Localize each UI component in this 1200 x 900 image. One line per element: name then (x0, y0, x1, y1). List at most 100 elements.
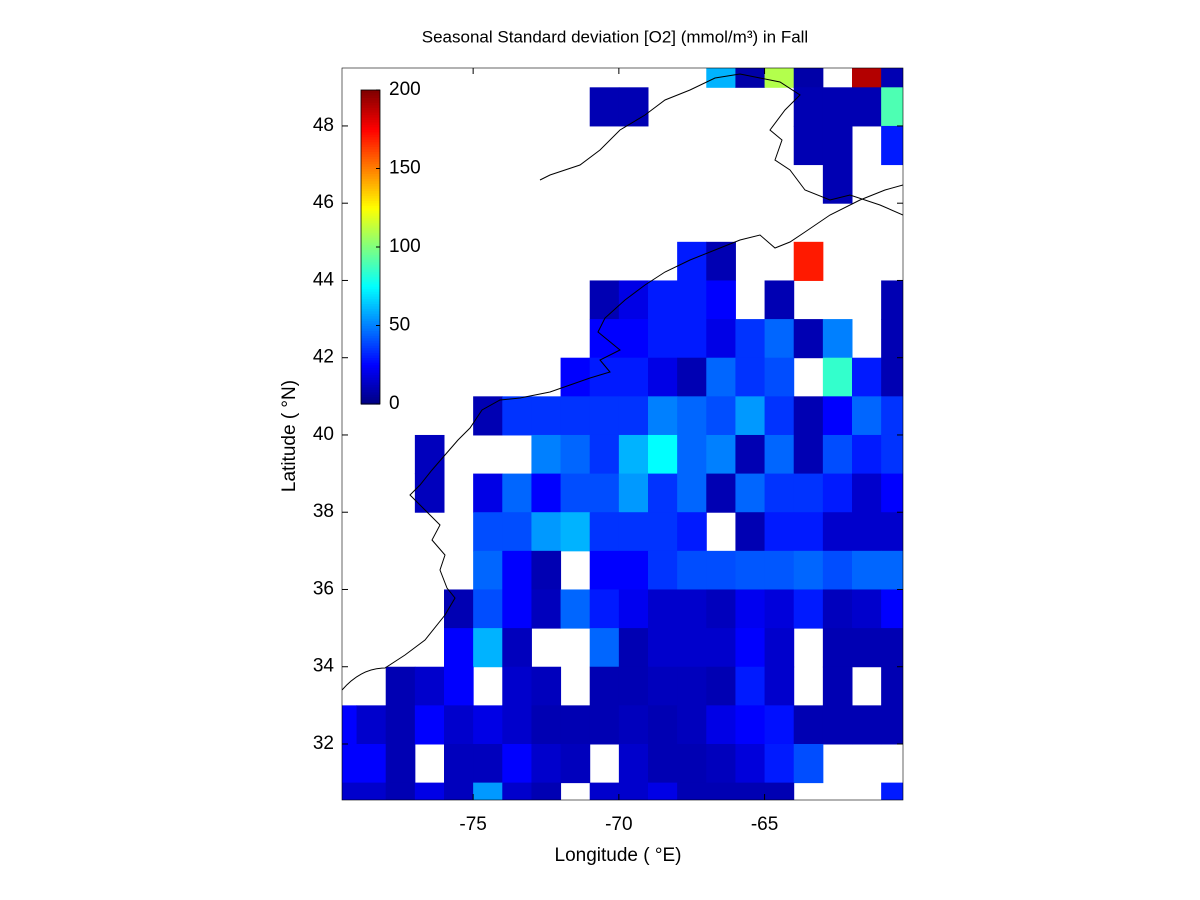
cell (822, 125, 853, 166)
colorbar-swatch (361, 352, 380, 356)
colorbar-swatch (361, 315, 380, 319)
colorbar-swatch (361, 202, 380, 206)
cell (793, 705, 824, 745)
colorbar-swatch (361, 273, 380, 278)
cell (793, 743, 824, 784)
cell (735, 512, 766, 552)
x-tick-label: -65 (751, 814, 778, 835)
colorbar-swatch (361, 384, 380, 388)
colorbar-swatch (361, 207, 380, 211)
cell (502, 705, 532, 745)
cell (618, 357, 649, 397)
cell (618, 396, 649, 436)
cell (706, 241, 736, 281)
cell (677, 628, 707, 668)
cell (502, 396, 532, 436)
colorbar-swatch (361, 131, 380, 135)
cell (531, 589, 562, 629)
cell (735, 782, 766, 800)
colorbar-swatch (361, 247, 380, 251)
cell (735, 589, 766, 629)
cell (648, 280, 678, 320)
colorbar-swatch (361, 242, 380, 246)
colorbar-tick-label: 150 (389, 158, 421, 179)
colorbar-swatch (361, 190, 380, 194)
cell (560, 357, 591, 397)
cell (414, 473, 445, 513)
colorbar-swatch (361, 291, 380, 295)
cell (618, 589, 649, 629)
cell (589, 396, 620, 436)
colorbar-swatch (361, 347, 380, 351)
colorbar-swatch (361, 153, 380, 157)
colorbar-swatch (361, 394, 380, 398)
cell (764, 782, 795, 800)
cell (618, 434, 649, 475)
cell (852, 68, 882, 88)
cell (764, 589, 795, 629)
cell (852, 87, 882, 127)
colorbar-tick-label: 0 (389, 393, 400, 414)
cell (560, 589, 591, 629)
cell-layer (342, 68, 903, 800)
cell (822, 666, 853, 706)
cell (589, 550, 620, 590)
cell (589, 87, 620, 127)
cell (531, 743, 562, 784)
colorbar-swatch (361, 269, 380, 273)
cell (618, 319, 649, 359)
cell (822, 357, 853, 397)
x-axis-label: Longitude ( °E) (555, 845, 682, 866)
cell (852, 512, 882, 552)
colorbar-swatch (361, 197, 380, 201)
cell (677, 319, 707, 359)
cell (793, 319, 824, 359)
colorbar-swatch (361, 335, 380, 339)
cell (706, 396, 736, 436)
colorbar-swatch (361, 158, 380, 162)
colorbar-swatch (361, 104, 380, 108)
cell (618, 87, 649, 127)
colorbar-tick-label: 100 (389, 236, 421, 257)
cell (502, 782, 532, 800)
y-tick-label: 38 (313, 501, 334, 522)
cell (618, 743, 649, 784)
cell (793, 512, 824, 552)
colorbar-swatch (361, 293, 380, 297)
cell (677, 512, 707, 552)
cell (648, 396, 678, 436)
cell (822, 396, 853, 436)
cell (764, 473, 795, 513)
colorbar-swatch (361, 178, 380, 182)
cell (735, 68, 766, 88)
colorbar-swatch (361, 391, 380, 395)
cell (881, 280, 903, 320)
colorbar-swatch (361, 359, 380, 363)
cell (793, 68, 824, 88)
colorbar-swatch (361, 249, 380, 253)
colorbar-swatch (361, 374, 380, 378)
cell (531, 396, 562, 436)
cell (589, 434, 620, 475)
colorbar-swatch (361, 362, 380, 366)
cell (648, 550, 678, 590)
cell (531, 550, 562, 590)
cell (589, 705, 620, 745)
colorbar-swatch (361, 195, 380, 199)
colorbar-swatch (361, 244, 380, 248)
colorbar-swatch (361, 342, 380, 346)
cell (473, 782, 503, 800)
colorbar-swatch (361, 372, 380, 376)
cell (618, 550, 649, 590)
cell (822, 628, 853, 668)
colorbar-swatch (361, 308, 380, 312)
cell (852, 705, 882, 745)
cell (735, 666, 766, 706)
cell (793, 434, 824, 475)
colorbar-swatch (361, 227, 380, 231)
cell (706, 473, 736, 513)
cell (881, 705, 903, 745)
cell (560, 512, 591, 552)
cell (385, 782, 416, 800)
